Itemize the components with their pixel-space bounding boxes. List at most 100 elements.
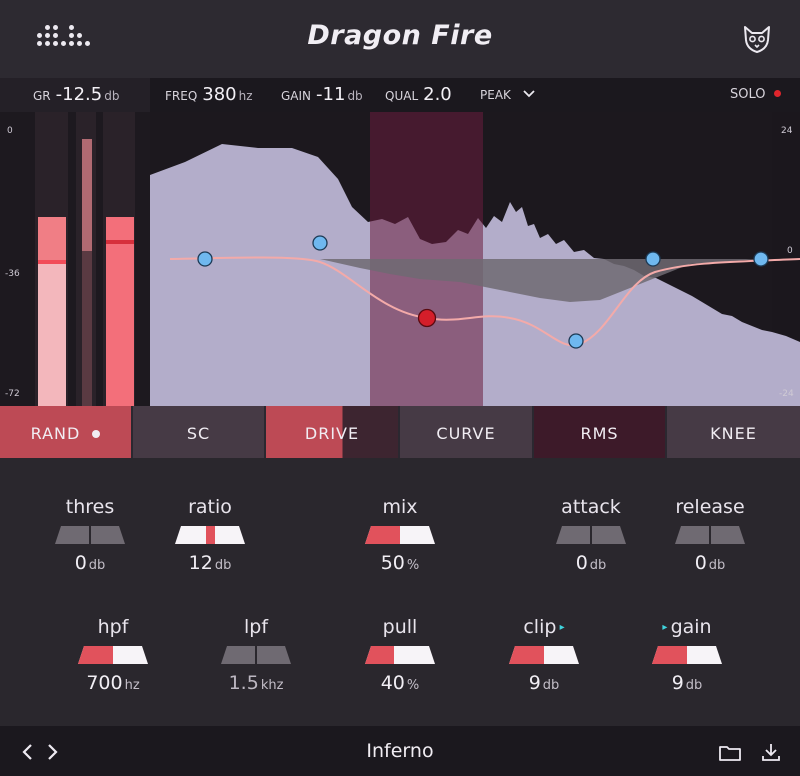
attack-unit: db xyxy=(589,558,607,573)
attack-value-display: 0 db xyxy=(541,552,641,574)
gain-readout[interactable]: GAIN -11 db xyxy=(281,78,363,112)
attack-slider[interactable] xyxy=(556,526,626,544)
quality-readout[interactable]: QUAL 2.0 xyxy=(385,78,452,112)
release-value: 0 xyxy=(694,552,707,574)
tab-drive[interactable]: DRIVE xyxy=(266,406,398,458)
chevron-down-icon xyxy=(523,90,535,98)
output-peak-marker xyxy=(106,240,134,244)
control-thres: thres 0 db xyxy=(40,494,140,574)
attack-value: 0 xyxy=(575,552,588,574)
gr-label: GR xyxy=(33,89,51,103)
hpf-label: hpf xyxy=(97,616,129,638)
mix-value-display: 50% xyxy=(350,552,450,574)
eq-curve xyxy=(169,256,800,347)
mix-slider[interactable] xyxy=(365,526,435,544)
ratio-value-display: 12 db xyxy=(160,552,260,574)
tab-curve-label: CURVE xyxy=(436,424,496,443)
tab-rand[interactable]: RAND xyxy=(0,406,131,458)
cat-face-icon[interactable] xyxy=(742,24,772,54)
tab-knee[interactable]: KNEE xyxy=(667,406,800,458)
gain-value-display: 9 db xyxy=(637,672,737,694)
eq-node-5[interactable] xyxy=(645,251,661,267)
filter-type-dropdown[interactable]: PEAK xyxy=(480,78,535,112)
tab-drive-label: DRIVE xyxy=(304,424,360,443)
gain-label-wrap: ▸ gain xyxy=(637,614,737,640)
tab-sc-label: SC xyxy=(186,424,211,443)
control-panel: thres 0 db ratio 12 db mix 50% attack 0 db … xyxy=(0,458,800,726)
preset-name[interactable]: Inferno xyxy=(366,740,434,762)
gain-reduction-area xyxy=(320,259,760,302)
eq-display[interactable]: 0 -36 -72 24 0 -24 xyxy=(0,112,800,406)
gain-unit: db xyxy=(347,89,363,103)
attack-label: attack xyxy=(561,496,621,518)
control-ratio: ratio 12 db xyxy=(160,494,260,574)
pull-value-display: 40% xyxy=(350,672,450,694)
tab-sc[interactable]: SC xyxy=(133,406,264,458)
release-label: release xyxy=(675,496,745,518)
freq-value[interactable]: 380 xyxy=(202,84,237,105)
lpf-slider[interactable] xyxy=(221,646,291,664)
eq-node-1[interactable] xyxy=(197,251,213,267)
pull-label: pull xyxy=(382,616,418,638)
meter-scale-bottom: -72 xyxy=(5,389,20,399)
lpf-label: lpf xyxy=(243,616,269,638)
thres-slider[interactable] xyxy=(55,526,125,544)
eq-scale-top: 24 xyxy=(781,126,793,136)
solo-toggle[interactable]: SOLO xyxy=(730,78,781,112)
qual-value[interactable]: 2.0 xyxy=(423,84,452,105)
control-lpf: lpf 1.5 khz xyxy=(206,614,306,694)
header: Dragon Fire xyxy=(0,0,800,78)
gain-value[interactable]: -11 xyxy=(316,84,346,105)
gain-reduction-box: GR -12.5 db xyxy=(0,78,150,112)
clip-slider[interactable] xyxy=(509,646,579,664)
eq-node-3-selected[interactable] xyxy=(417,308,437,328)
meter-scale-mid: -36 xyxy=(5,269,20,279)
eq-node-2[interactable] xyxy=(312,235,328,251)
dots-logo-icon xyxy=(33,25,97,55)
hpf-slider[interactable] xyxy=(78,646,148,664)
release-value-display: 0 db xyxy=(660,552,760,574)
gr-meter-fill xyxy=(82,251,92,406)
eq-node-4[interactable] xyxy=(568,333,584,349)
chevron-right-icon[interactable] xyxy=(47,743,59,761)
gain-label: GAIN xyxy=(281,89,312,103)
clip-label: clip xyxy=(523,616,557,638)
pull-slider[interactable] xyxy=(365,646,435,664)
control-attack: attack 0 db xyxy=(541,494,641,574)
control-hpf: hpf 700 hz xyxy=(63,614,163,694)
download-icon[interactable] xyxy=(761,742,781,762)
tab-rms[interactable]: RMS xyxy=(534,406,665,458)
clip-label-wrap: clip ▸ xyxy=(494,614,594,640)
folder-icon[interactable] xyxy=(719,745,741,761)
tab-rms-label: RMS xyxy=(580,424,619,443)
eq-graph-svg[interactable] xyxy=(0,112,800,406)
ratio-slider[interactable] xyxy=(175,526,245,544)
qual-label: QUAL xyxy=(385,89,419,103)
hpf-value: 700 xyxy=(86,672,123,694)
output-meter-bar xyxy=(106,217,134,406)
release-slider[interactable] xyxy=(675,526,745,544)
pull-unit: % xyxy=(406,678,420,693)
gr-unit: db xyxy=(104,89,120,103)
eq-node-6[interactable] xyxy=(753,251,769,267)
meter-scale-top: 0 xyxy=(7,126,13,136)
chevron-left-icon[interactable] xyxy=(21,743,33,761)
tab-rand-label: RAND xyxy=(30,424,81,443)
gain-arrow-icon: ▸ xyxy=(662,622,671,633)
gain-control-label: gain xyxy=(670,616,712,638)
eq-scale-bottom: -24 xyxy=(779,389,794,399)
parameter-bar: GR -12.5 db FREQ 380 hz GAIN -11 db QUAL 2.0 PE… xyxy=(0,78,800,112)
footer: Inferno xyxy=(0,726,800,776)
ratio-unit: db xyxy=(214,558,232,573)
freq-readout[interactable]: FREQ 380 hz xyxy=(165,78,253,112)
gr-meter-bar xyxy=(82,139,92,251)
gain-slider[interactable] xyxy=(652,646,722,664)
hpf-value-display: 700 hz xyxy=(63,672,163,694)
input-meter-rms xyxy=(38,262,66,406)
tab-curve[interactable]: CURVE xyxy=(400,406,532,458)
gain-control-unit: db xyxy=(685,678,703,693)
hpf-unit: hz xyxy=(124,678,140,693)
control-clip: clip ▸ 9 db xyxy=(494,614,594,694)
mode-tabs: RAND SC DRIVE CURVE RMS KNEE xyxy=(0,406,800,458)
release-unit: db xyxy=(708,558,726,573)
